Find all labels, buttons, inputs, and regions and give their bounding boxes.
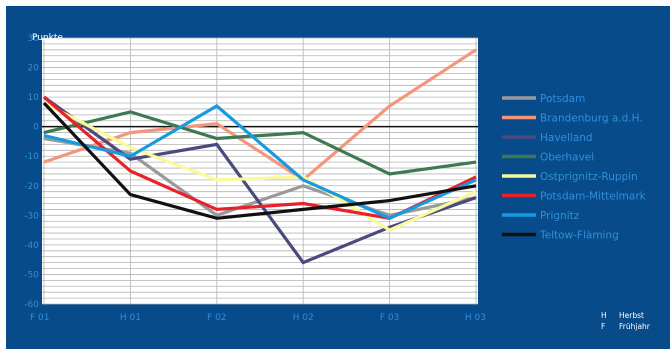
legend-label-oberhavel: Oberhavel (540, 152, 594, 164)
legend-label-potsdam-mittelmark: Potsdam-Mittelmark (540, 191, 647, 203)
x-axis-tick-labels: F 01 H 01 F 02 H 02 F 03 H 03 (30, 313, 486, 323)
y-axis-label: Punkte (32, 33, 63, 43)
y-tick-label: 10 (28, 93, 40, 103)
x-tick-label: F 03 (380, 313, 400, 323)
series-line-brandenburg-a-d-h (43, 48, 477, 182)
note-key: F (601, 322, 605, 331)
y-tick-label: -20 (24, 182, 39, 192)
y-tick-label: -60 (24, 300, 39, 310)
y-tick-label: -10 (24, 152, 39, 162)
y-tick-label: 20 (28, 64, 40, 74)
note-text: Frühjahr (619, 322, 651, 331)
y-tick-label: -50 (24, 270, 39, 280)
legend-label-havelland: Havelland (540, 132, 593, 144)
series-line-prignitz (43, 104, 477, 221)
legend-label-ostprignitz-ruppin: Ostprignitz-Ruppin (540, 171, 638, 183)
x-tick-label: H 01 (120, 313, 141, 323)
y-tick-label: -30 (24, 211, 39, 221)
series-line-oberhavel (43, 110, 477, 176)
series-line-ostprignitz-ruppin (43, 101, 477, 232)
series-line-teltow-fläming (42, 101, 477, 220)
y-tick-label: 0 (33, 123, 39, 133)
y-axis-tick-labels: 30 20 10 0 -10 -20 -30 -40 -50 -60 (24, 34, 39, 310)
y-tick-label: -40 (24, 241, 39, 251)
legend-label-brandenburg-a-d-h: Brandenburg a.d.H. (540, 113, 643, 125)
x-tick-label: H 02 (293, 313, 314, 323)
x-tick-label: F 02 (207, 313, 227, 323)
legend-label-teltow-fläming: Teltow-Fläming (539, 230, 619, 242)
legend-label-prignitz: Prignitz (540, 210, 580, 222)
note-key: H (601, 311, 607, 320)
note-text: Herbst (619, 311, 644, 320)
x-tick-label: F 01 (30, 313, 50, 323)
legend-label-potsdam: Potsdam (540, 93, 585, 105)
series-lines (42, 48, 477, 265)
y-tick-label: 30 (28, 34, 40, 44)
legend: Potsdam Brandenburg a.d.H. Havelland Oberha… (502, 93, 647, 242)
season-abbreviation-notes: H Herbst F Frühjahr (601, 311, 651, 331)
x-tick-label: H 03 (465, 313, 486, 323)
